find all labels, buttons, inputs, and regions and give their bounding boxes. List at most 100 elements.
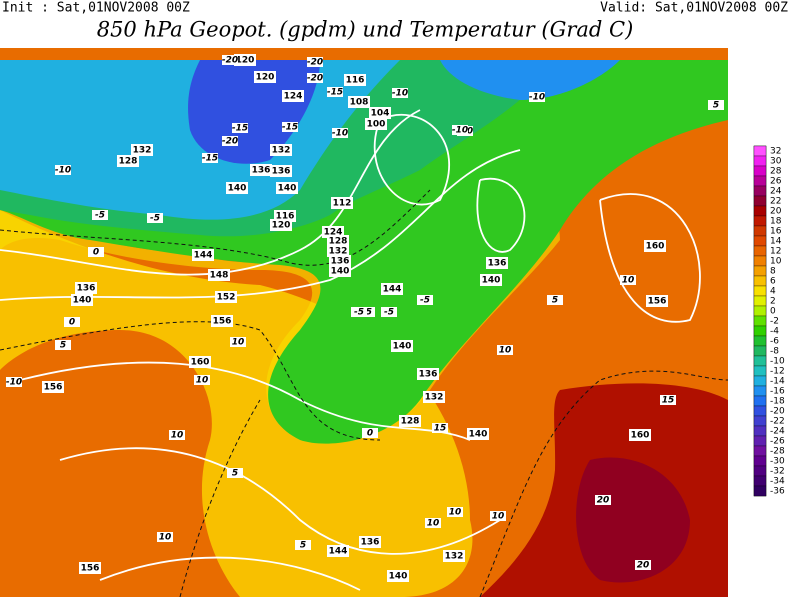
colorbar-swatch: [753, 145, 767, 157]
height-label: 128: [119, 157, 138, 167]
temp-label-bg: [425, 518, 441, 528]
height-label: 140: [73, 296, 92, 306]
height-label-bg: [331, 197, 353, 209]
colorbar-label: -12: [770, 367, 785, 377]
temp-label-bg: [490, 511, 506, 521]
colorbar-label: 26: [770, 177, 782, 187]
colorbar-swatch: [753, 165, 767, 177]
height-label: 140: [331, 267, 350, 277]
colorbar-swatch: [753, 425, 767, 437]
temp-label-bg: [232, 123, 248, 133]
temp-label: -5: [420, 296, 430, 306]
colorbar-label: -24: [770, 427, 785, 437]
height-label: 144: [329, 547, 348, 557]
height-label-bg: [254, 71, 276, 83]
colorbar-label: -10: [770, 357, 785, 367]
temp-label: -10: [529, 93, 545, 103]
colorbar-label: 6: [770, 277, 776, 287]
temp-label-bg: [362, 428, 378, 438]
height-label: 116: [346, 76, 365, 86]
height-label-bg: [327, 545, 349, 557]
height-label: 100: [367, 120, 386, 130]
temp-label: 10: [499, 346, 512, 356]
temp-label: -15: [232, 124, 248, 134]
colorbar-swatch: [753, 235, 767, 247]
height-label-bg: [399, 415, 421, 427]
temp-label: 10: [427, 519, 440, 529]
temp-label-bg: [55, 165, 71, 175]
colorbar-swatch: [753, 275, 767, 287]
temp-label: 5: [552, 296, 558, 306]
height-label: 120: [256, 73, 275, 83]
temp-label: 5: [232, 469, 238, 479]
colorbar-swatch: [753, 195, 767, 207]
colorbar-swatch: [753, 205, 767, 217]
colorbar-label: -14: [770, 377, 785, 387]
height-label-bg: [192, 249, 214, 261]
height-label-bg: [480, 274, 502, 286]
temp-label: 10: [232, 338, 245, 348]
height-label: 120: [236, 56, 255, 66]
colorbar-label: 8: [770, 267, 776, 277]
height-label-bg: [359, 536, 381, 548]
temp-label-bg: [55, 340, 71, 350]
temp-label: -20: [222, 56, 238, 66]
temp-label: 10: [171, 431, 184, 441]
colorbar-swatch: [753, 155, 767, 167]
colorbar-swatch: [753, 435, 767, 447]
height-label: 124: [324, 228, 343, 238]
temp-label: -10: [55, 166, 71, 176]
colorbar-swatch: [753, 265, 767, 277]
colorbar-label: 22: [770, 197, 781, 207]
height-label-bg: [211, 315, 233, 327]
isotherms: [0, 189, 729, 597]
height-label: 132: [329, 247, 348, 257]
height-label: 108: [350, 98, 369, 108]
colorbar-swatch: [753, 465, 767, 477]
map-title: 850 hPa Geopot. (gpdm) und Temperatur (G…: [97, 18, 634, 42]
temp-label: 5: [300, 541, 306, 551]
temp-label: -15: [327, 88, 343, 98]
height-label-bg: [329, 265, 351, 277]
temp-label: 15: [434, 424, 447, 434]
temp-label-bg: [497, 345, 513, 355]
temp-label-bg: [529, 92, 545, 102]
height-label-bg: [644, 240, 666, 252]
isohypses: [0, 109, 701, 591]
height-label-bg: [234, 54, 256, 66]
height-label: 144: [194, 251, 213, 261]
colorbar-swatch: [753, 245, 767, 257]
height-label: 132: [445, 552, 464, 562]
colorbar-label: 14: [770, 237, 782, 247]
height-label-bg: [71, 294, 93, 306]
colorbar-label: -28: [770, 447, 785, 457]
colorbar-swatch: [753, 395, 767, 407]
colorbar-label: 32: [770, 147, 781, 157]
temp-label-bg: [635, 560, 651, 570]
colorbar-label: -2: [770, 317, 779, 327]
temp-label-bg: [147, 213, 163, 223]
temp-label: -15: [202, 154, 218, 164]
height-label-bg: [344, 74, 366, 86]
height-label: 128: [329, 237, 348, 247]
temp-label: 10: [622, 276, 635, 286]
colorbar-label: -34: [770, 477, 785, 487]
height-label-bg: [270, 144, 292, 156]
height-label: 120: [272, 221, 291, 231]
temp-label-bg: [64, 317, 80, 327]
colorbar-label: 20: [770, 207, 782, 217]
temp-label: 0: [367, 429, 373, 439]
temp-label-bg: [202, 153, 218, 163]
map-field: [0, 48, 728, 597]
colorbar-swatch: [753, 335, 767, 347]
height-label-bg: [282, 90, 304, 102]
height-label: 160: [191, 358, 210, 368]
colorbar-label: -32: [770, 467, 785, 477]
colorbar-swatch: [753, 345, 767, 357]
init-time: Init : Sat,01NOV2008 00Z: [2, 1, 190, 16]
temp-label-bg: [452, 125, 468, 135]
temp-label-bg: [6, 377, 22, 387]
colorbar-label: -4: [770, 327, 779, 337]
height-label: 140: [393, 342, 412, 352]
